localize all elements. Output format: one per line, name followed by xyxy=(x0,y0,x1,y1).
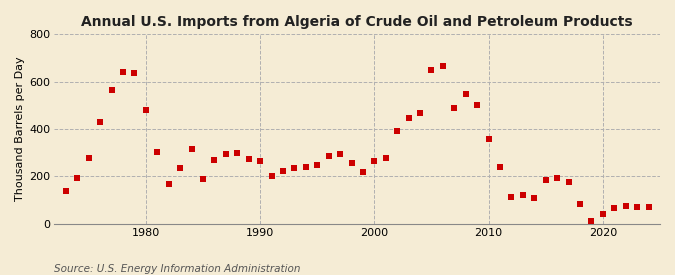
Point xyxy=(632,205,643,210)
Point xyxy=(563,180,574,185)
Point xyxy=(83,155,94,160)
Point xyxy=(518,193,529,198)
Point xyxy=(335,152,346,156)
Point xyxy=(483,136,494,141)
Point xyxy=(289,166,300,170)
Point xyxy=(472,103,483,108)
Point xyxy=(140,108,151,112)
Point xyxy=(551,175,562,180)
Point xyxy=(529,196,540,200)
Point xyxy=(323,154,334,158)
Point xyxy=(61,188,72,193)
Text: Source: U.S. Energy Information Administration: Source: U.S. Energy Information Administ… xyxy=(54,264,300,274)
Y-axis label: Thousand Barrels per Day: Thousand Barrels per Day xyxy=(15,57,25,201)
Point xyxy=(106,88,117,92)
Point xyxy=(381,155,392,160)
Point xyxy=(175,166,186,170)
Point xyxy=(643,205,654,210)
Point xyxy=(277,168,288,173)
Point xyxy=(95,120,105,124)
Point xyxy=(243,156,254,161)
Point xyxy=(392,129,402,134)
Title: Annual U.S. Imports from Algeria of Crude Oil and Petroleum Products: Annual U.S. Imports from Algeria of Crud… xyxy=(82,15,633,29)
Point xyxy=(221,152,232,156)
Point xyxy=(163,182,174,186)
Point xyxy=(586,219,597,224)
Point xyxy=(312,163,323,167)
Point xyxy=(186,147,197,152)
Point xyxy=(449,106,460,110)
Point xyxy=(358,169,369,174)
Point xyxy=(437,64,448,68)
Point xyxy=(198,177,209,181)
Point xyxy=(541,178,551,182)
Point xyxy=(152,149,163,154)
Point xyxy=(574,202,585,206)
Point xyxy=(620,204,631,208)
Point xyxy=(300,165,311,169)
Point xyxy=(506,194,517,199)
Point xyxy=(346,161,357,166)
Point xyxy=(209,158,220,162)
Point xyxy=(117,70,128,75)
Point xyxy=(129,71,140,76)
Point xyxy=(460,91,471,96)
Point xyxy=(403,116,414,121)
Point xyxy=(414,110,425,115)
Point xyxy=(609,206,620,211)
Point xyxy=(72,175,83,180)
Point xyxy=(266,174,277,179)
Point xyxy=(369,159,380,163)
Point xyxy=(426,68,437,72)
Point xyxy=(597,212,608,216)
Point xyxy=(254,159,265,163)
Point xyxy=(232,151,243,155)
Point xyxy=(495,165,506,169)
